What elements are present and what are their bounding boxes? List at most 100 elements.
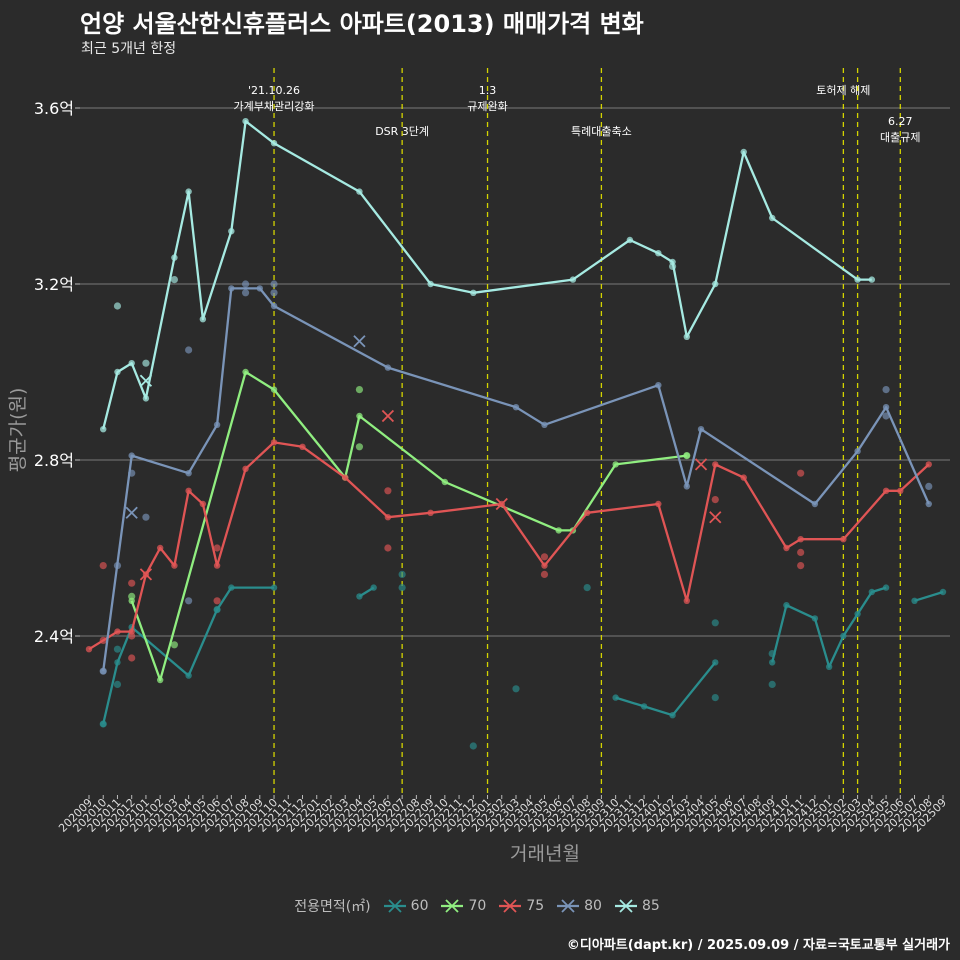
series-line — [615, 661, 717, 717]
y-tick-label: 2.8억 — [34, 451, 74, 470]
line-point — [840, 536, 847, 543]
series-60 — [99, 570, 947, 750]
line-point — [156, 676, 164, 684]
line-point — [655, 500, 662, 508]
legend-key — [614, 899, 637, 913]
line-point — [640, 703, 648, 710]
legend-item: 80 — [556, 896, 602, 916]
line-point — [612, 461, 619, 468]
line-point — [797, 536, 804, 543]
legend-label: 80 — [584, 898, 602, 914]
data-point — [113, 680, 122, 689]
policy-annotation: 6.27 — [888, 115, 913, 128]
y-tick-label: 3.6억 — [34, 99, 74, 118]
data-point — [512, 685, 520, 693]
data-point — [355, 443, 364, 451]
line-point — [626, 236, 634, 244]
line-point — [427, 509, 434, 516]
legend-key — [557, 899, 580, 913]
data-point — [398, 570, 406, 579]
line-point — [697, 426, 705, 433]
cross-marker — [139, 374, 153, 387]
data-point — [398, 584, 406, 592]
line-point — [213, 562, 221, 569]
line-point — [156, 544, 164, 552]
y-axis-title: 평균가(원) — [7, 388, 29, 473]
data-point — [185, 597, 193, 605]
line-point — [683, 452, 690, 459]
line-point — [569, 276, 577, 283]
line-point — [868, 588, 876, 596]
data-point — [583, 584, 591, 592]
line-point — [199, 316, 207, 323]
policy-annotation: 토허제 해제 — [816, 83, 870, 97]
legend: 전용면적(㎡) 60 70 75 80 85 — [0, 896, 960, 916]
data-point — [925, 482, 933, 490]
data-point — [213, 544, 221, 552]
x-axis-title: 거래년월 — [510, 843, 580, 865]
data-point — [170, 276, 178, 284]
series-line — [102, 586, 274, 725]
line-point — [185, 672, 192, 679]
line-point — [712, 659, 719, 666]
line-point — [270, 140, 278, 147]
line-point — [213, 606, 221, 613]
line-point — [128, 628, 135, 635]
line-point — [299, 443, 306, 450]
line-point — [512, 404, 520, 411]
data-point — [768, 680, 776, 689]
legend-item: 85 — [614, 896, 660, 916]
cross-marker — [694, 458, 708, 471]
data-point — [270, 289, 278, 297]
data-point — [797, 562, 805, 570]
line-point — [669, 258, 676, 266]
data-point — [270, 280, 278, 288]
line-point — [583, 509, 591, 516]
line-point — [171, 562, 178, 569]
line-point — [925, 461, 932, 468]
data-point — [128, 579, 136, 587]
line-point — [114, 368, 121, 376]
line-point — [128, 597, 135, 604]
legend-label: 70 — [468, 898, 487, 914]
data-point — [142, 513, 150, 521]
line-point — [897, 487, 904, 494]
line-point — [270, 584, 278, 591]
data-point — [882, 412, 890, 420]
data-point — [170, 641, 178, 649]
data-point — [384, 544, 392, 552]
data-point — [882, 386, 890, 394]
line-point — [384, 364, 392, 371]
line-point — [825, 663, 833, 670]
line-point — [114, 659, 121, 666]
line-point — [769, 214, 776, 222]
line-point — [427, 280, 434, 288]
data-point — [355, 386, 364, 394]
line-point — [370, 584, 377, 591]
line-point — [740, 148, 747, 156]
line-point — [213, 421, 221, 428]
cross-marker — [381, 409, 395, 423]
line-point — [199, 500, 207, 508]
series-line — [771, 586, 887, 668]
line-point — [185, 188, 192, 195]
cross-marker — [709, 511, 722, 524]
legend-label: 75 — [526, 898, 545, 914]
line-point — [811, 500, 819, 508]
line-point — [242, 465, 249, 472]
line-point — [100, 668, 107, 675]
series-75 — [85, 409, 932, 662]
line-point — [555, 527, 562, 534]
line-point — [541, 562, 548, 569]
policy-annotation: 1.3 — [479, 84, 497, 97]
line-point — [356, 593, 363, 600]
data-point — [113, 302, 122, 310]
line-point — [655, 382, 662, 389]
policy-annotation: 가계부채관리강화 — [234, 100, 315, 113]
chart-title: 언양 서울산한신휴플러스 아파트(2013) 매매가격 변화 — [80, 10, 644, 38]
policy-annotation: '21.10.26 — [248, 84, 300, 97]
line-point — [854, 276, 861, 283]
line-point — [384, 514, 392, 521]
line-point — [356, 188, 363, 195]
